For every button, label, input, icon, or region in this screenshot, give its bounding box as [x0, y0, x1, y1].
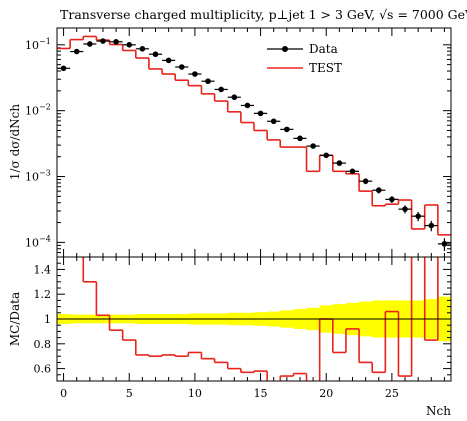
data-point: [231, 94, 238, 101]
y-tick-label-main: 10−4: [25, 234, 51, 249]
data-point: [257, 110, 264, 117]
data-point: [415, 213, 421, 219]
legend: Data TEST: [267, 42, 342, 75]
data-point: [73, 48, 80, 55]
data-point: [205, 78, 211, 85]
data-point: [323, 152, 330, 159]
mc-histogram-ratio: [82, 257, 439, 381]
data-point: [336, 160, 343, 166]
x-tick-label: 20: [319, 387, 333, 400]
main-axis-ticks: 10−1 10−2 10−3 10−4: [25, 28, 451, 258]
data-point: [126, 42, 133, 48]
ratio-frame: [56, 256, 452, 382]
data-point: [349, 168, 356, 175]
data-point: [152, 51, 159, 58]
data-point: [244, 102, 251, 109]
y-tick-label-ratio: 1.2: [34, 288, 52, 301]
ratio-axis-ticks: 0 5 10 15 20 25 0.6 0.8 1 1.2 1.4: [34, 256, 451, 400]
data-point: [284, 126, 290, 133]
chart-title: Transverse charged multiplicity, p⊥jet 1…: [60, 7, 467, 22]
data-point: [270, 118, 277, 125]
data-point: [310, 143, 316, 149]
y-axis-label-ratio: MC/Data: [8, 292, 22, 346]
y-tick-label-ratio: 0.8: [34, 338, 52, 351]
data-point: [362, 178, 369, 184]
legend-data-marker: [282, 46, 288, 52]
y-tick-label-ratio: 1.4: [34, 263, 52, 276]
data-point: [441, 241, 448, 247]
x-tick-label: 10: [188, 387, 202, 400]
data-point: [60, 65, 67, 72]
x-axis-label: Nch: [426, 404, 451, 418]
data-point: [178, 64, 185, 70]
legend-mc-label: TEST: [309, 61, 342, 75]
data-point: [113, 39, 119, 45]
x-tick-label: 25: [385, 387, 399, 400]
legend-data-label: Data: [309, 42, 338, 56]
y-tick-label-main: 10−1: [25, 37, 51, 52]
data-point: [139, 45, 146, 52]
y-tick-label-ratio: 0.6: [34, 363, 52, 376]
data-point: [428, 222, 435, 229]
data-point: [375, 187, 382, 194]
data-point: [165, 57, 172, 64]
data-points-main: [57, 38, 451, 251]
data-point: [389, 196, 395, 203]
x-tick-label: 0: [60, 387, 67, 400]
y-tick-label-main: 10−3: [25, 169, 51, 184]
y-tick-label-ratio: 1: [44, 313, 51, 326]
data-point: [297, 135, 303, 142]
x-tick-label: 15: [254, 387, 268, 400]
data-point: [87, 41, 93, 47]
data-point: [218, 86, 224, 93]
main-frame: [56, 27, 452, 258]
y-axis-label-main: 1/σ dσ/dNch: [8, 104, 22, 181]
data-point: [100, 38, 106, 44]
x-tick-label: 5: [126, 387, 133, 400]
data-point: [402, 206, 408, 212]
mc-histogram-main: [57, 35, 451, 236]
data-point: [192, 71, 198, 77]
y-tick-label-main: 10−2: [25, 103, 51, 118]
